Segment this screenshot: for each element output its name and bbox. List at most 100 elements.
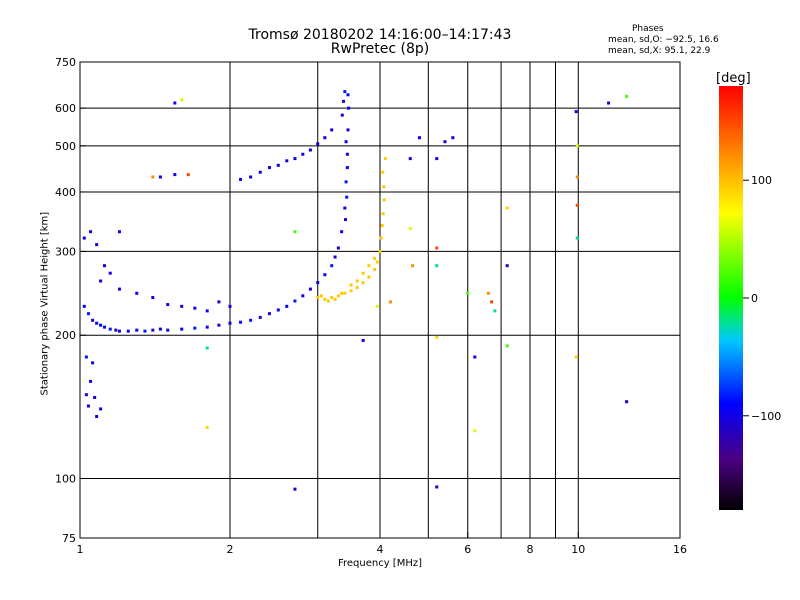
data-point xyxy=(180,327,184,331)
x-tick-label: 1 xyxy=(77,543,84,556)
data-point xyxy=(108,327,112,331)
data-point xyxy=(333,255,337,259)
data-point xyxy=(217,323,221,327)
y-tick-label: 600 xyxy=(55,102,76,115)
y-tick-label: 500 xyxy=(55,140,76,153)
data-point xyxy=(326,299,330,303)
data-point xyxy=(84,355,88,359)
data-point xyxy=(473,429,477,433)
plot-grid xyxy=(79,62,680,538)
data-point xyxy=(574,355,578,359)
colorbar xyxy=(719,86,743,510)
data-point xyxy=(89,230,93,234)
data-point xyxy=(323,273,327,277)
data-point xyxy=(180,98,184,102)
data-point xyxy=(345,166,349,170)
data-point xyxy=(117,230,121,234)
data-point xyxy=(99,323,103,327)
data-point xyxy=(143,329,147,333)
data-point xyxy=(186,173,190,177)
data-point xyxy=(249,318,253,322)
data-point xyxy=(505,344,509,348)
data-point xyxy=(95,243,99,247)
data-point xyxy=(435,264,439,268)
data-point xyxy=(239,177,243,181)
colorbar-unit-label: [deg] xyxy=(716,71,751,86)
data-point xyxy=(319,294,323,298)
data-point xyxy=(435,246,439,250)
data-point xyxy=(383,157,387,161)
data-point xyxy=(575,203,579,207)
data-point xyxy=(343,291,347,295)
data-point xyxy=(293,157,297,161)
colorbar-tick-label: 100 xyxy=(751,174,772,187)
data-point xyxy=(505,264,509,268)
data-point xyxy=(343,206,347,210)
data-points xyxy=(82,90,629,491)
data-point xyxy=(108,271,112,275)
data-point xyxy=(625,400,629,404)
data-point xyxy=(417,136,421,140)
data-point xyxy=(367,264,371,268)
y-tick-label: 400 xyxy=(55,186,76,199)
data-point xyxy=(267,166,271,170)
data-point xyxy=(293,230,297,234)
data-point xyxy=(89,379,93,383)
phases-title: Phases xyxy=(632,24,664,34)
data-point xyxy=(575,236,579,240)
data-point xyxy=(285,159,289,163)
data-point xyxy=(323,297,327,301)
data-point xyxy=(249,175,253,179)
data-point xyxy=(82,236,86,240)
data-point xyxy=(217,300,221,304)
data-point xyxy=(435,335,439,339)
data-point xyxy=(285,304,289,308)
data-point xyxy=(379,236,383,240)
data-point xyxy=(135,328,139,332)
x-tick-label: 2 xyxy=(227,543,234,556)
data-point xyxy=(343,90,347,94)
data-point xyxy=(435,485,439,489)
data-point xyxy=(151,175,155,179)
colorbar-ticks: 100 0 −100 xyxy=(743,174,781,423)
data-point xyxy=(86,312,90,316)
data-point xyxy=(466,291,470,295)
y-tick-label: 750 xyxy=(55,56,76,69)
data-point xyxy=(343,218,347,222)
data-point xyxy=(345,195,349,199)
data-point xyxy=(493,309,497,313)
x-tick-label: 10 xyxy=(571,543,585,556)
data-point xyxy=(381,212,385,216)
data-point xyxy=(99,279,103,283)
data-point xyxy=(381,170,385,174)
data-point xyxy=(316,296,320,300)
data-point xyxy=(86,404,90,408)
data-point xyxy=(333,297,337,301)
data-point xyxy=(375,260,379,264)
y-tick-label: 75 xyxy=(62,532,76,545)
data-point xyxy=(276,308,280,312)
data-point xyxy=(166,328,170,332)
data-point xyxy=(93,395,97,399)
data-point xyxy=(323,136,327,140)
chart-subtitle: RwPretec (8p) xyxy=(330,41,430,57)
data-point xyxy=(382,185,386,189)
data-point xyxy=(316,281,320,285)
data-point xyxy=(166,303,170,307)
data-point xyxy=(490,300,494,304)
data-point xyxy=(367,275,371,279)
data-point xyxy=(293,299,297,303)
data-point xyxy=(173,101,177,105)
data-point xyxy=(151,328,155,332)
data-point xyxy=(117,287,121,291)
data-point xyxy=(117,329,121,333)
data-point xyxy=(340,230,344,234)
data-point xyxy=(103,325,107,329)
data-point xyxy=(342,99,346,103)
data-point xyxy=(316,142,320,146)
data-point xyxy=(91,318,95,322)
data-point xyxy=(411,264,415,268)
data-point xyxy=(336,294,340,298)
data-point xyxy=(95,321,99,325)
y-tick-label: 300 xyxy=(55,245,76,258)
